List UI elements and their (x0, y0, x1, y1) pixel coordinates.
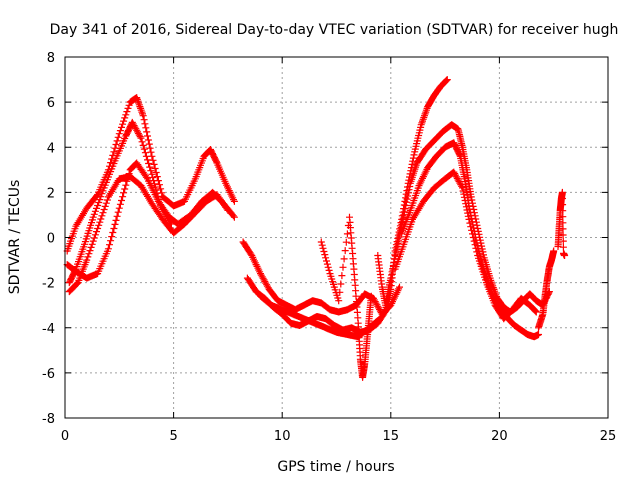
y-tick-label: -2 (42, 277, 55, 292)
y-tick-label: 8 (47, 51, 55, 66)
data-marker-group (374, 76, 451, 314)
x-tick-labels: 0 5 10 15 20 25 (61, 429, 616, 444)
x-tick-label: 15 (383, 429, 400, 444)
x-tick-label: 20 (491, 429, 508, 444)
x-tick-label: 5 (169, 429, 177, 444)
x-tick-label: 25 (600, 429, 617, 444)
y-axis-label: SDTVAR / TECUs (7, 180, 23, 295)
y-tick-label: 0 (47, 232, 55, 247)
data-marker-group (317, 213, 375, 381)
data-marker-group (65, 118, 175, 287)
series-track-13 (535, 247, 558, 332)
data-points (63, 76, 569, 381)
series-track-12 (391, 168, 540, 323)
data-marker-group (65, 173, 232, 296)
data-marker-group (391, 168, 540, 323)
data-marker-group (554, 188, 569, 259)
x-axis-label: GPS time / hours (277, 459, 394, 475)
series-track-8 (317, 213, 375, 381)
x-tick-label: 10 (274, 429, 291, 444)
series-track-9 (374, 76, 451, 314)
y-tick-label: 2 (47, 186, 55, 201)
x-tick-label: 0 (61, 429, 69, 444)
data-marker-group (63, 94, 238, 255)
y-tick-label: -8 (42, 412, 55, 427)
plot-frame (64, 56, 609, 419)
series-track-3 (65, 173, 232, 296)
y-tick-label: -6 (42, 367, 55, 382)
y-tick-label: 6 (47, 96, 55, 111)
y-tick-label: 4 (47, 141, 55, 156)
y-tick-label: -4 (42, 322, 55, 337)
y-tick-labels: -8 -6 -4 -2 0 2 4 6 8 (42, 51, 55, 427)
grid-lines (65, 57, 608, 418)
data-marker-group (535, 247, 558, 332)
chart-title: Day 341 of 2016, Sidereal Day-to-day VTE… (50, 22, 619, 38)
series-track-1 (63, 94, 238, 255)
series-track-4 (65, 118, 175, 287)
series-track-14 (554, 188, 569, 259)
